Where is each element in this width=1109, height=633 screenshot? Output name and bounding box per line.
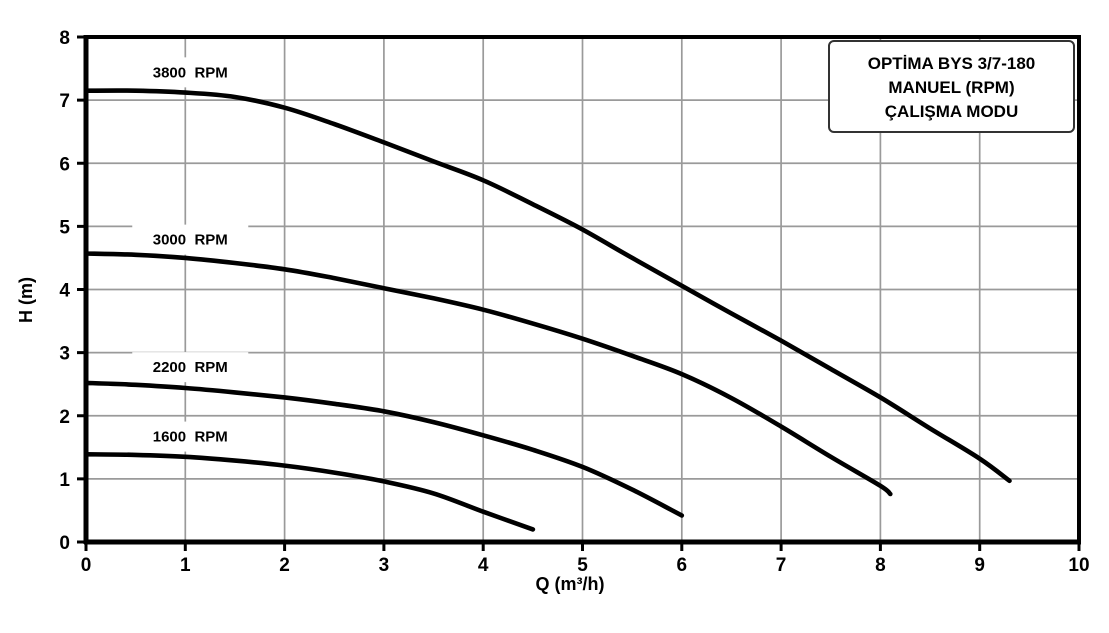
y-tick-label-1: 1 xyxy=(59,470,70,491)
x-tick-label-2: 2 xyxy=(279,555,290,576)
curve-label-bg-1600 xyxy=(132,421,249,452)
curve-label-bg-2200 xyxy=(132,352,249,383)
y-tick-label-0: 0 xyxy=(59,533,70,554)
curve-3800-rpm xyxy=(83,88,1012,484)
x-tick-label-9: 9 xyxy=(974,555,985,576)
x-tick-label-4: 4 xyxy=(478,555,489,576)
legend-line-mode2: ÇALIŞMA MODU xyxy=(884,102,1019,121)
x-tick-label-8: 8 xyxy=(875,555,886,576)
x-tick-label-0: 0 xyxy=(81,555,92,576)
curve-label-2200-rpm: 2200 RPM xyxy=(153,359,228,376)
legend-line-mode: MANUEL (RPM) xyxy=(888,78,1015,97)
y-tick-label-3: 3 xyxy=(59,344,70,365)
y-tick-label-5: 5 xyxy=(59,217,70,238)
curve-label-3800-rpm: 3800 RPM xyxy=(153,64,228,81)
y-tick-label-6: 6 xyxy=(59,154,70,175)
legend-box: OPTİMA BYS 3/7-180 MANUEL (RPM) ÇALIŞMA … xyxy=(828,40,1075,133)
curve-label-bg-3000 xyxy=(132,224,249,255)
x-axis-title: Q (m³/h) xyxy=(535,574,605,594)
curve-label-1600-rpm: 1600 RPM xyxy=(153,429,228,446)
legend-line-model: OPTİMA BYS 3/7-180 xyxy=(867,54,1036,73)
y-tick-label-7: 7 xyxy=(59,91,70,112)
x-tick-label-7: 7 xyxy=(776,555,787,576)
curve-label-3000-rpm: 3000 RPM xyxy=(153,232,228,249)
y-tick-label-4: 4 xyxy=(59,281,70,302)
x-tick-label-10: 10 xyxy=(1068,555,1089,576)
x-tick-label-6: 6 xyxy=(677,555,688,576)
x-tick-label-3: 3 xyxy=(379,555,390,576)
curve-label-bg-3800 xyxy=(132,57,249,88)
y-tick-label-2: 2 xyxy=(59,407,70,428)
curve-3000-rpm xyxy=(83,251,893,497)
x-tick-label-1: 1 xyxy=(180,555,191,576)
x-tick-label-5: 5 xyxy=(577,555,588,576)
curve-1600-rpm xyxy=(83,452,536,532)
y-tick-label-8: 8 xyxy=(59,28,70,49)
y-axis-title: H (m) xyxy=(16,277,36,323)
curve-2200-rpm xyxy=(83,380,685,518)
